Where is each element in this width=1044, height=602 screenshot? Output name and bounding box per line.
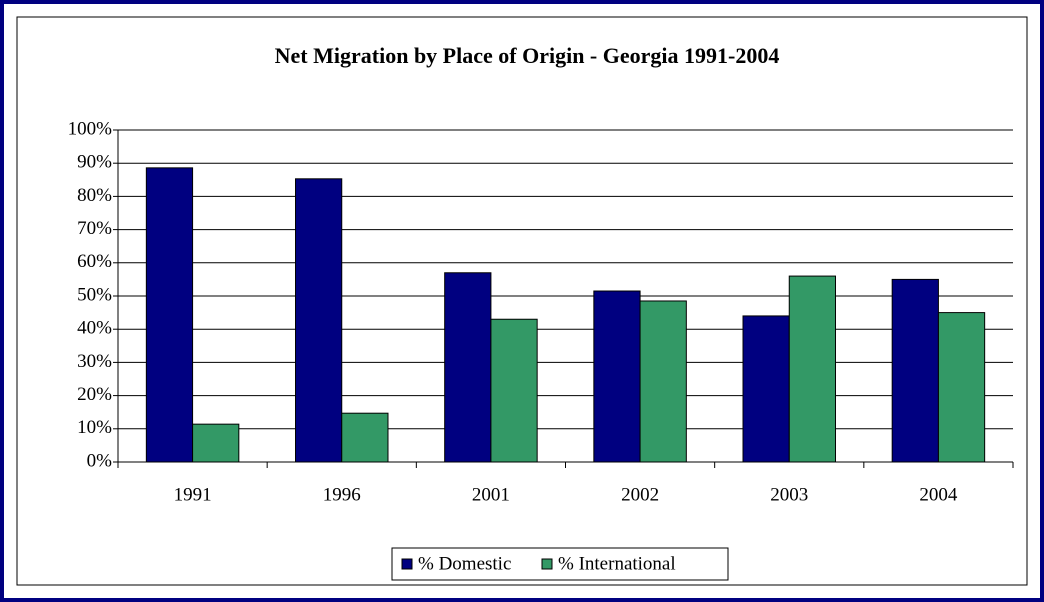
x-tick-label: 2003 [770, 484, 808, 505]
bar [788, 275, 836, 463]
y-tick-label: 10% [77, 417, 112, 438]
y-tick-label: 50% [77, 284, 112, 305]
y-tick-label: 100% [68, 118, 113, 139]
bar [490, 318, 538, 463]
y-tick-label: 70% [77, 218, 112, 239]
y-tick-label: 40% [77, 318, 112, 339]
x-tick-label: 1991 [174, 484, 212, 505]
bar [639, 300, 687, 463]
bar [891, 278, 939, 463]
bar [742, 315, 790, 463]
y-tick-label: 30% [77, 351, 112, 372]
y-tick-label: 80% [77, 185, 112, 206]
legend-label: % International [558, 553, 676, 574]
x-tick-label: 2004 [919, 484, 958, 505]
x-tick-label: 2002 [621, 484, 659, 505]
legend-label: % Domestic [418, 553, 511, 574]
y-tick-label: 0% [87, 450, 113, 471]
x-tick-label: 2001 [472, 484, 510, 505]
legend-swatch [541, 558, 553, 570]
legend-box [391, 547, 729, 581]
bar [341, 412, 389, 463]
y-tick-label: 20% [77, 384, 112, 405]
legend-swatch [401, 558, 413, 570]
bar [444, 272, 492, 463]
bar [937, 312, 986, 463]
bar [295, 178, 343, 463]
bar [145, 167, 194, 463]
chart-title: Net Migration by Place of Origin - Georg… [275, 43, 780, 68]
bar [593, 290, 641, 463]
y-tick-label: 90% [77, 152, 112, 173]
y-tick-label: 60% [77, 251, 112, 272]
x-tick-label: 1996 [323, 484, 361, 505]
bar [192, 423, 240, 463]
